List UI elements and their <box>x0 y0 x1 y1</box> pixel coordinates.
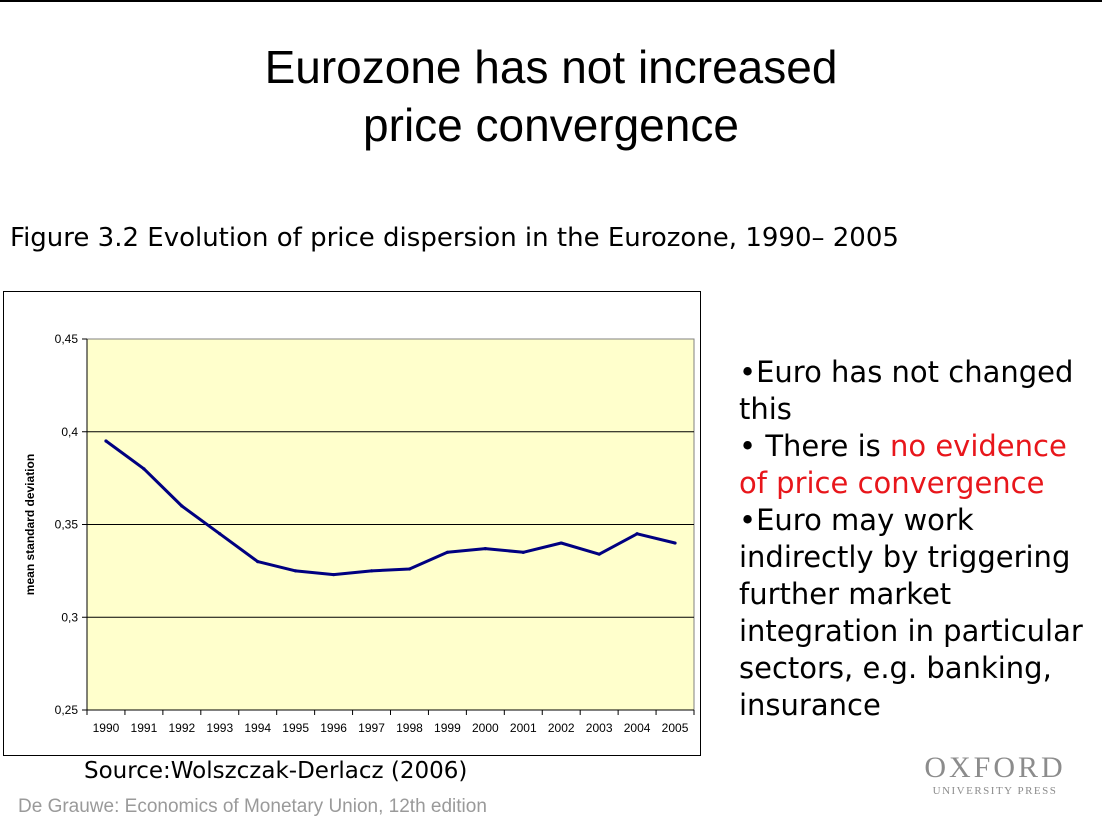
x-tick-label: 1995 <box>282 721 309 735</box>
data-point <box>407 567 412 571</box>
bullet-highlight-text: no evidence of price convergence <box>739 429 1067 500</box>
x-tick-label: 1990 <box>93 721 120 735</box>
data-point <box>673 541 677 545</box>
footer-text: De Grauwe: Economics of Monetary Union, … <box>18 796 487 817</box>
data-point <box>521 550 525 554</box>
data-point <box>559 541 563 545</box>
source-note: Source:Wolszczak-Derlacz (2006) <box>84 758 468 784</box>
top-rule <box>0 0 1102 2</box>
logo-subtitle: UNIVERSITY PRESS <box>932 785 1058 797</box>
y-axis-title: mean standard deviation <box>23 454 37 595</box>
x-tick-label: 2005 <box>662 721 689 735</box>
y-tick-label: 0,45 <box>55 332 79 346</box>
y-tick-label: 0,35 <box>55 518 79 532</box>
x-tick-label: 2000 <box>472 721 499 735</box>
x-tick-label: 2001 <box>510 721 537 735</box>
data-point <box>635 532 639 536</box>
y-tick-label: 0,3 <box>61 610 78 624</box>
series-line <box>105 439 676 577</box>
line-chart: 0,25 0,3 0,35 0,4 0,45 1990 1991 1992 1993 1994 19… <box>23 332 695 735</box>
data-point <box>294 569 298 573</box>
data-point <box>256 560 260 564</box>
bullet-item-2: • There is no evidence of price converge… <box>739 428 1099 502</box>
data-point <box>369 569 374 573</box>
x-tick-label: 1994 <box>244 721 271 735</box>
bullet-item-3: •Euro may work indirectly by triggering … <box>739 502 1099 724</box>
x-tick-label: 1999 <box>434 721 461 735</box>
x-tick-label: 1998 <box>396 721 423 735</box>
logo-wordmark: OXFORD <box>924 751 1066 784</box>
x-tick-label: 1991 <box>131 721 158 735</box>
oxford-logo: OXFORD UNIVERSITY PRESS <box>920 752 1070 798</box>
y-tick-label: 0,25 <box>55 703 79 717</box>
y-tick-label: 0,4 <box>61 425 78 439</box>
chart-frame: 0,25 0,3 0,35 0,4 0,45 1990 1991 1992 1993 1994 19… <box>3 291 701 756</box>
bullet-text: •Euro may work indirectly by triggering … <box>739 503 1083 722</box>
x-tick-label: 1997 <box>358 721 385 735</box>
data-point <box>597 552 601 556</box>
slide-title: Eurozone has not increased price converg… <box>0 38 1102 154</box>
data-point <box>142 467 146 471</box>
x-tick-label: 2002 <box>548 721 575 735</box>
data-point <box>180 504 184 508</box>
bullet-list: •Euro has not changed this • There is no… <box>739 354 1099 724</box>
bullet-text: • There is <box>739 429 890 463</box>
data-point <box>331 572 336 577</box>
data-point <box>218 532 222 536</box>
x-tick-label: 2004 <box>624 721 651 735</box>
bullet-item-1: •Euro has not changed this <box>739 354 1099 428</box>
x-tick-label: 1996 <box>320 721 347 735</box>
slide-title-line-2: price convergence <box>363 99 739 151</box>
x-tick-label: 1992 <box>168 721 195 735</box>
figure-caption: Figure 3.2 Evolution of price dispersion… <box>10 223 899 253</box>
data-point <box>445 550 450 554</box>
slide-title-line-1: Eurozone has not increased <box>264 41 838 93</box>
x-tick-label: 1993 <box>206 721 233 735</box>
data-point <box>483 547 487 551</box>
bullet-text: •Euro has not changed this <box>739 355 1074 426</box>
data-point <box>104 439 108 443</box>
x-tick-label: 2003 <box>586 721 613 735</box>
